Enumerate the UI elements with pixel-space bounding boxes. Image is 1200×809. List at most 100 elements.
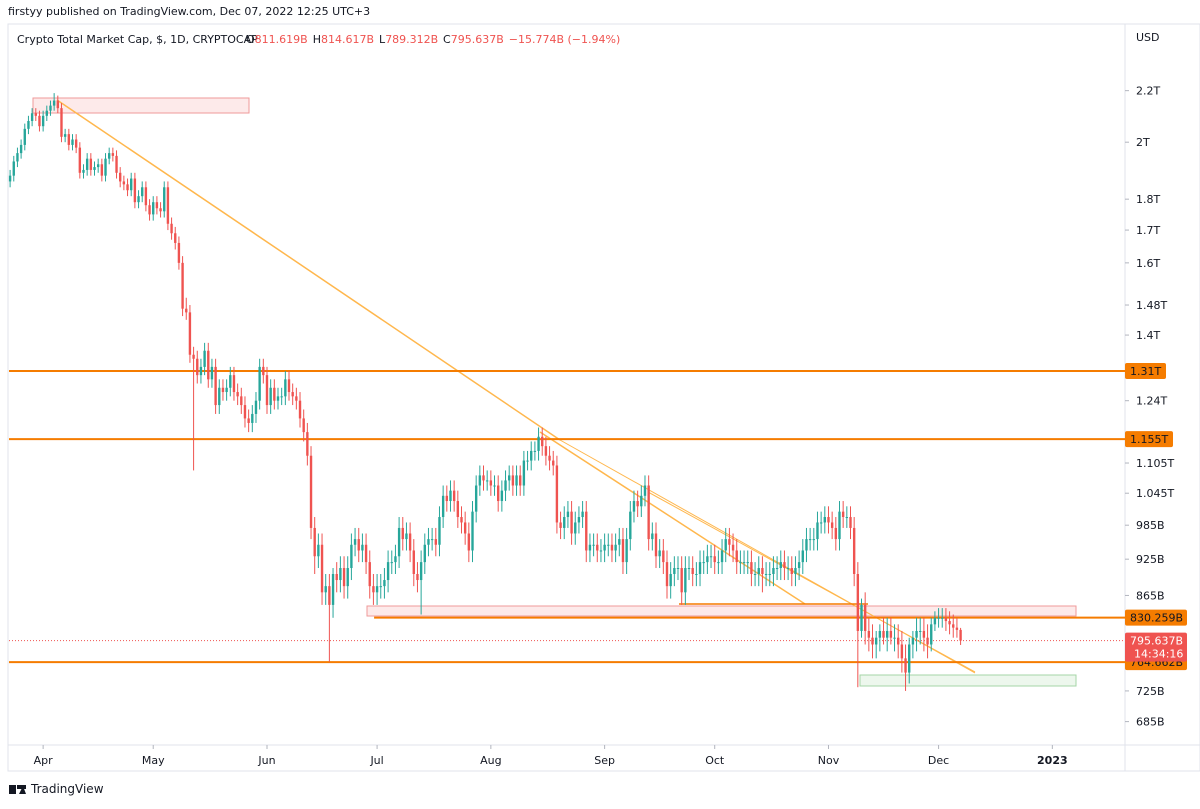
- candle-body: [335, 573, 338, 581]
- y-tick-label: 1.6T: [1136, 257, 1160, 270]
- candle-body: [474, 485, 478, 512]
- candle-body: [163, 187, 166, 212]
- x-tick-label: Aug: [480, 754, 501, 767]
- candle-body: [247, 418, 250, 423]
- candle-body: [570, 511, 573, 534]
- candle-body: [302, 418, 305, 433]
- candle-body: [67, 134, 71, 145]
- candle-body: [482, 475, 485, 481]
- candle-body: [926, 637, 929, 645]
- candle-body: [199, 366, 203, 376]
- candle-body: [405, 533, 408, 540]
- candle-body: [438, 517, 441, 545]
- candle-body: [812, 539, 815, 541]
- candle-body: [265, 375, 269, 406]
- candle-body: [852, 527, 856, 574]
- brand[interactable]: TradingView: [30, 782, 104, 796]
- candle-body: [764, 573, 768, 575]
- zone-rect: [859, 674, 1077, 687]
- candle-body: [309, 455, 313, 528]
- y-tick-label: 1.48T: [1136, 299, 1167, 312]
- candle-body: [691, 568, 694, 574]
- zone-rect: [366, 605, 1077, 617]
- candle-body: [353, 539, 357, 545]
- candle-body: [346, 568, 349, 587]
- legend-label: C: [443, 33, 451, 46]
- candle-body: [174, 233, 177, 243]
- y-tick-label: 685B: [1136, 716, 1165, 729]
- candle-body: [423, 544, 426, 563]
- candle-body: [137, 196, 140, 203]
- candle-body: [544, 446, 548, 456]
- candle-body: [375, 586, 379, 593]
- y-tick-label: 925B: [1136, 553, 1165, 566]
- candle-body: [141, 187, 144, 197]
- candle-body: [684, 568, 687, 593]
- candle-body: [383, 580, 386, 587]
- candle-body: [317, 544, 320, 557]
- candle-body: [148, 205, 151, 215]
- candle-body: [34, 113, 37, 116]
- candle-body: [746, 562, 749, 564]
- candle-body: [904, 658, 907, 673]
- candle-body: [585, 511, 588, 551]
- candle-body: [530, 450, 533, 461]
- candle-body: [834, 527, 838, 540]
- legend-label: L: [379, 33, 386, 46]
- candle-body: [808, 539, 812, 541]
- candle-body: [669, 573, 672, 587]
- candle-body: [702, 562, 705, 564]
- y-tick-label: 1.4T: [1136, 329, 1160, 342]
- candle-body: [214, 366, 217, 406]
- candle-body: [533, 450, 537, 452]
- candle-body: [254, 400, 258, 414]
- candle-body: [886, 630, 889, 638]
- candle-body: [860, 604, 863, 631]
- candle-body: [419, 562, 423, 581]
- candle-body: [596, 544, 599, 551]
- publisher: firstyy published on TradingView.com, De…: [8, 5, 370, 18]
- chart-frame: [7, 23, 1200, 772]
- candle-body: [100, 164, 104, 176]
- candle-body: [93, 167, 96, 170]
- legend-value: 795.637B: [451, 33, 504, 46]
- candle-body: [794, 568, 797, 574]
- candle-body: [511, 475, 515, 486]
- x-tick-label: May: [142, 754, 165, 767]
- candle-body: [225, 387, 228, 393]
- countdown: 14:34:16: [1134, 648, 1183, 661]
- y-tick-label: 1.045T: [1136, 487, 1174, 500]
- candle-body: [930, 624, 933, 645]
- candle-body: [911, 637, 915, 645]
- candle-body: [188, 312, 192, 355]
- candle-body: [695, 573, 698, 575]
- candle-body: [463, 522, 467, 534]
- brand-logo[interactable]: [9, 785, 26, 794]
- level-badge: [1125, 363, 1166, 380]
- candle-body: [181, 262, 184, 309]
- candle-body: [805, 539, 808, 551]
- candle-body: [441, 495, 445, 518]
- candle-body: [728, 539, 731, 545]
- candle-body: [82, 169, 85, 173]
- y-tick-label: 725B: [1136, 685, 1165, 698]
- candle-body: [361, 544, 364, 551]
- x-tick-label: 2023: [1037, 754, 1068, 767]
- candle-body: [658, 550, 661, 557]
- candle-body: [408, 533, 412, 551]
- candle-body: [937, 617, 940, 619]
- candle-body: [566, 511, 570, 518]
- y-tick-label: 1.105T: [1136, 457, 1174, 470]
- candle-body: [959, 629, 962, 641]
- candle-body: [460, 517, 463, 523]
- candle-body: [838, 511, 841, 540]
- candle-body: [207, 350, 210, 380]
- y-tick-label: 2.2T: [1136, 85, 1160, 98]
- candle-body: [243, 405, 247, 419]
- candle-body: [816, 522, 819, 540]
- candle-body: [232, 375, 236, 393]
- candle-body: [717, 562, 720, 564]
- candle-body: [526, 460, 529, 462]
- level-badge: [1125, 609, 1187, 626]
